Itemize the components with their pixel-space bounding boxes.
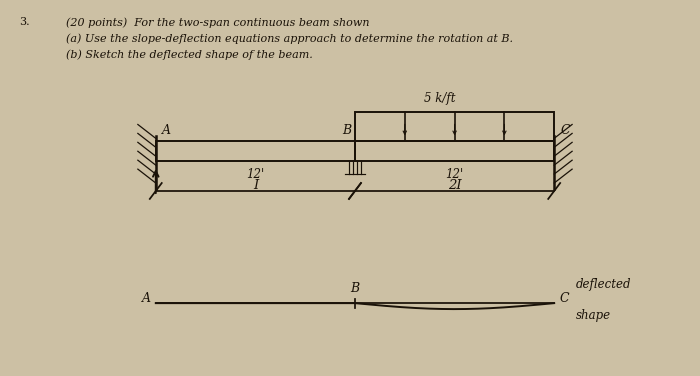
Text: I: I (253, 179, 258, 192)
Text: 2I: 2I (448, 179, 461, 192)
Text: shape: shape (576, 309, 611, 322)
Text: C: C (559, 292, 569, 305)
Text: 12': 12' (445, 168, 463, 181)
Text: A: A (162, 124, 171, 137)
Text: A: A (142, 292, 150, 305)
Text: C: C (560, 124, 570, 137)
Text: (b) Sketch the deflected shape of the beam.: (b) Sketch the deflected shape of the be… (66, 49, 313, 60)
Text: 12': 12' (246, 168, 265, 181)
Text: (20 points)  For the two-span continuous beam shown: (20 points) For the two-span continuous … (66, 17, 370, 28)
Bar (355, 141, 554, 161)
Bar (156, 141, 355, 161)
Text: (a) Use the slope-deflection equations approach to determine the rotation at B.: (a) Use the slope-deflection equations a… (66, 33, 513, 44)
Bar (355, 112, 554, 141)
Text: deflected: deflected (576, 278, 631, 291)
Text: B: B (342, 124, 351, 137)
Text: B: B (351, 282, 360, 295)
Text: 5 k/ft: 5 k/ft (424, 92, 456, 105)
Text: 3.: 3. (20, 17, 30, 27)
